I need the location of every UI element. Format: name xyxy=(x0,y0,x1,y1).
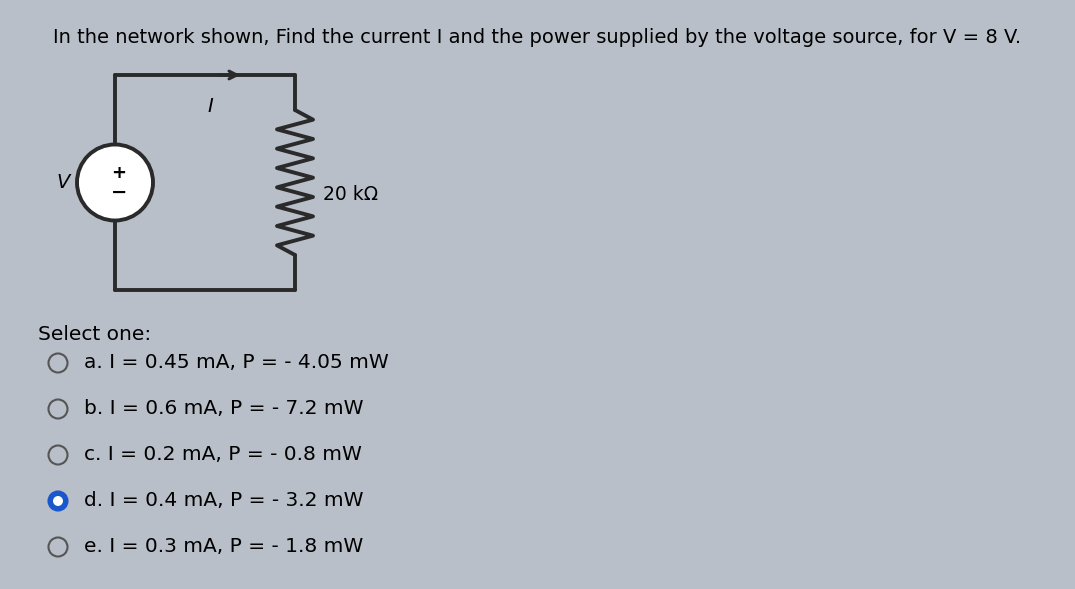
Text: In the network shown, Find the current I and the power supplied by the voltage s: In the network shown, Find the current I… xyxy=(53,28,1021,47)
Circle shape xyxy=(54,497,62,505)
Text: Select one:: Select one: xyxy=(38,325,152,344)
Text: d. I = 0.4 mA, P = - 3.2 mW: d. I = 0.4 mA, P = - 3.2 mW xyxy=(84,491,363,511)
Text: V: V xyxy=(56,173,70,192)
Text: I: I xyxy=(207,97,213,116)
Text: c. I = 0.2 mA, P = - 0.8 mW: c. I = 0.2 mA, P = - 0.8 mW xyxy=(84,445,362,465)
Circle shape xyxy=(77,144,153,220)
Text: a. I = 0.45 mA, P = - 4.05 mW: a. I = 0.45 mA, P = - 4.05 mW xyxy=(84,353,389,372)
Text: +: + xyxy=(112,164,127,181)
Text: e. I = 0.3 mA, P = - 1.8 mW: e. I = 0.3 mA, P = - 1.8 mW xyxy=(84,538,363,557)
Text: b. I = 0.6 mA, P = - 7.2 mW: b. I = 0.6 mA, P = - 7.2 mW xyxy=(84,399,363,419)
Circle shape xyxy=(48,491,68,511)
Text: 20 kΩ: 20 kΩ xyxy=(322,185,378,204)
Text: −: − xyxy=(111,183,127,202)
